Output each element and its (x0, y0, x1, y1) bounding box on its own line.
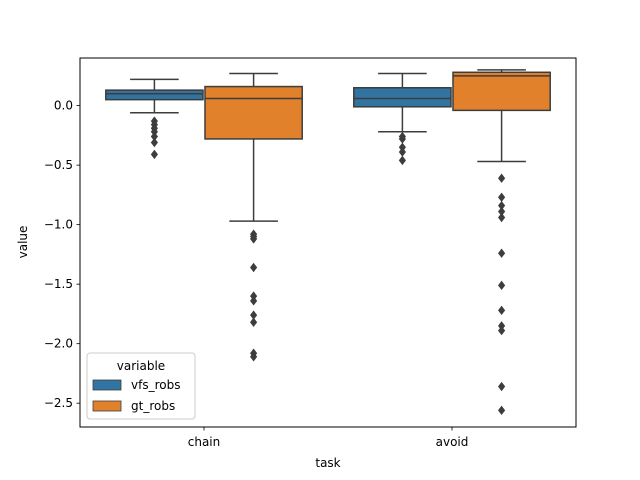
y-tick-label: −2.0 (44, 337, 73, 351)
y-tick-label: −1.5 (44, 277, 73, 291)
iqr-box (204, 85, 303, 140)
x-axis: chain avoid (188, 427, 469, 449)
x-tick-label: avoid (436, 435, 469, 449)
outlier-point (498, 305, 506, 316)
legend-swatch-gt-robs (92, 400, 122, 412)
x-axis-label: task (315, 456, 340, 470)
outlier-point (498, 173, 506, 183)
box-gt_robs-chain (204, 72, 303, 362)
outlier-point (498, 325, 506, 336)
box-vfs_robs-avoid (353, 72, 452, 166)
box-gt_robs-avoid (452, 69, 551, 416)
y-axis: 0.0 −0.5 −1.0 −1.5 −2.0 −2.5 (44, 99, 80, 410)
y-tick-label: −2.5 (44, 396, 73, 410)
legend-label-gt-robs: gt_robs (131, 399, 175, 413)
legend-label-vfs-robs: vfs_robs (131, 378, 180, 392)
outlier-point (250, 317, 258, 327)
outlier-point (150, 149, 158, 160)
outlier-point (498, 405, 506, 416)
y-tick-label: −1.0 (44, 218, 73, 232)
outlier-point (498, 280, 506, 291)
outlier-point (498, 381, 506, 392)
outlier-point (250, 352, 258, 362)
box-vfs_robs-chain (105, 78, 204, 160)
outlier-point (250, 262, 258, 273)
outlier-point (498, 248, 506, 258)
y-axis-label: value (16, 226, 30, 259)
iqr-box (353, 87, 452, 108)
outlier-point (250, 234, 258, 244)
iqr-box (452, 71, 551, 112)
outlier-point (150, 137, 158, 148)
plot-frame (79, 57, 577, 428)
legend: variable vfs_robs gt_robs (86, 352, 196, 420)
y-tick-label: 0.0 (54, 99, 73, 113)
x-tick-label: chain (188, 435, 221, 449)
legend-swatch-vfs-robs (92, 379, 122, 391)
y-tick-label: −0.5 (44, 158, 73, 172)
outlier-point (398, 155, 406, 166)
iqr-box (105, 89, 204, 101)
outlier-point (250, 296, 258, 306)
boxes-layer (105, 69, 551, 416)
outlier-point (498, 212, 506, 223)
legend-title: variable (117, 359, 165, 373)
